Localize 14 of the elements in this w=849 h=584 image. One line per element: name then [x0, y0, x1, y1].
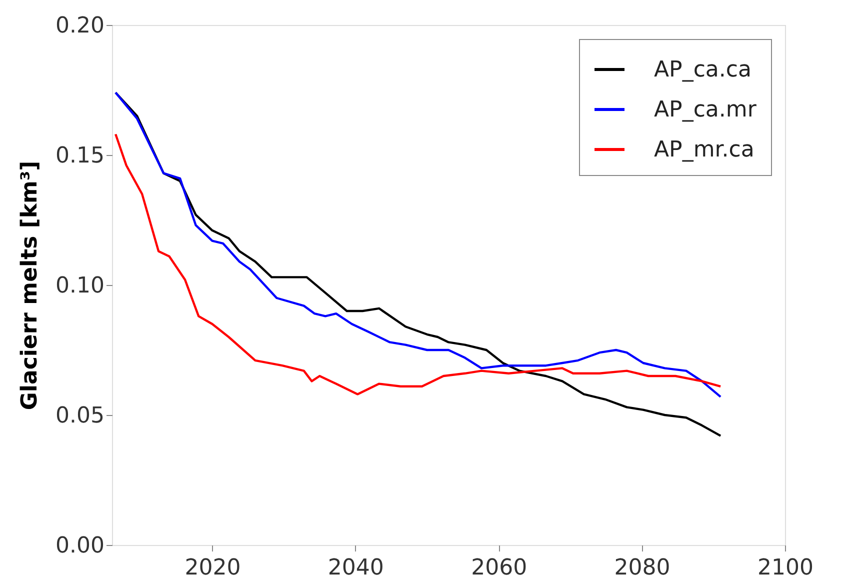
legend-label: AP_ca.mr	[654, 98, 758, 122]
legend-label: AP_ca.ca	[654, 58, 752, 82]
y-tick-label: 0.05	[56, 404, 104, 428]
x-tick-label: 2040	[328, 556, 384, 580]
x-tick-label: 2100	[758, 556, 814, 580]
y-axis-title: Glacierr melts [km³]	[18, 160, 43, 410]
y-tick-label: 0.15	[56, 144, 104, 168]
y-tick-label: 0.20	[56, 14, 104, 38]
x-tick-label: 2020	[184, 556, 241, 580]
legend-label: AP_mr.ca	[654, 138, 754, 162]
y-tick-label: 0.10	[56, 274, 104, 298]
x-tick-label: 2080	[614, 556, 670, 580]
x-tick-label: 2060	[471, 556, 528, 580]
y-tick-label: 0.00	[56, 534, 104, 558]
